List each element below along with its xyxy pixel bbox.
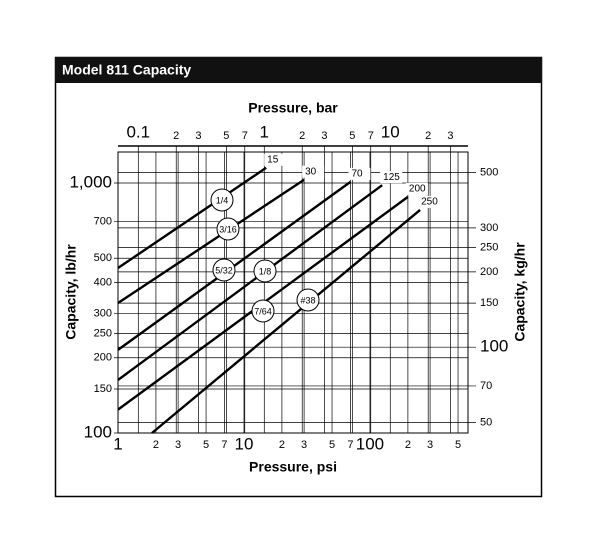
end-label-bg xyxy=(418,195,441,208)
y-tick-label: 1,000 xyxy=(69,172,112,191)
x2-tick-label: 5 xyxy=(223,130,229,142)
y2-tick-label: 250 xyxy=(480,242,498,254)
series-name: #38 xyxy=(300,295,315,305)
y2-tick-label: 200 xyxy=(480,266,498,278)
series-badge xyxy=(212,258,236,282)
x2-tick-label: 0.1 xyxy=(126,122,150,141)
y-axis-title: Capacity, lb/hr xyxy=(63,244,79,340)
y-tick-label: 300 xyxy=(94,308,112,320)
y2-tick-label: 500 xyxy=(480,166,498,178)
header-bar xyxy=(55,57,542,83)
y2-tick-label: 70 xyxy=(480,380,492,392)
end-label-bg xyxy=(348,167,371,180)
series-name: 5/32 xyxy=(215,265,233,275)
x-tick-label: 1 xyxy=(113,434,122,453)
series-line xyxy=(151,209,421,434)
series-badge xyxy=(251,299,275,323)
y-tick-label: 100 xyxy=(84,422,112,441)
x-tick-label: 5 xyxy=(203,439,209,451)
x-tick-label: 3 xyxy=(175,439,181,451)
x2-tick-label: 2 xyxy=(299,130,305,142)
end-label: 125 xyxy=(383,172,400,183)
y-tick-label: 700 xyxy=(94,216,112,228)
y-tick-label: 150 xyxy=(94,383,112,395)
x2-tick-label: 3 xyxy=(447,130,453,142)
x2-tick-label: 7 xyxy=(242,130,248,142)
x-tick-label: 100 xyxy=(356,434,384,453)
x2-tick-label: 1 xyxy=(260,122,269,141)
x2-tick-label: 2 xyxy=(173,130,179,142)
series-badge xyxy=(253,259,277,283)
x-tick-label: 2 xyxy=(279,439,285,451)
series-name: 1/8 xyxy=(259,266,272,276)
end-label: 15 xyxy=(267,154,279,165)
series-line xyxy=(117,178,305,305)
end-label: 250 xyxy=(421,197,438,208)
series-line xyxy=(117,166,267,269)
y-tick-label: 200 xyxy=(94,352,112,364)
x2-axis-title: Pressure, bar xyxy=(248,100,338,116)
end-label: 30 xyxy=(305,166,317,177)
series-badge xyxy=(210,188,234,212)
x-tick-label: 3 xyxy=(427,439,433,451)
header-title: Model 811 Capacity xyxy=(62,62,191,78)
x2-tick-label: 10 xyxy=(381,122,400,141)
plot-border xyxy=(117,151,469,434)
x-tick-label: 10 xyxy=(235,434,254,453)
x2-tick-label: 7 xyxy=(368,130,374,142)
end-label: 200 xyxy=(409,183,426,194)
x-tick-label: 5 xyxy=(455,439,461,451)
series-badge xyxy=(216,217,240,241)
y-tick-label: 250 xyxy=(94,327,112,339)
end-label: 70 xyxy=(351,169,363,180)
end-label-bg xyxy=(380,171,403,184)
end-label-bg xyxy=(405,182,428,195)
x-tick-label: 2 xyxy=(405,439,411,451)
series-name: 1/4 xyxy=(216,195,229,205)
x2-tick-label: 2 xyxy=(425,130,431,142)
x2-tick-label: 5 xyxy=(349,130,355,142)
x-tick-label: 2 xyxy=(153,439,159,451)
end-label-bg xyxy=(302,165,325,178)
x2-tick-label: 3 xyxy=(321,130,327,142)
y2-tick-label: 300 xyxy=(480,222,498,234)
y2-axis-title: Capacity, kg/hr xyxy=(512,242,528,342)
series-line xyxy=(117,184,383,381)
y-tick-label: 400 xyxy=(94,276,112,288)
y2-tick-label: 150 xyxy=(480,297,498,309)
series-badge xyxy=(296,288,320,312)
y-tick-label: 500 xyxy=(94,252,112,264)
end-label-bg xyxy=(264,153,287,166)
x-tick-label: 3 xyxy=(301,439,307,451)
x-axis-title: Pressure, psi xyxy=(249,459,337,475)
y2-tick-label: 50 xyxy=(480,416,492,428)
series-name: 7/64 xyxy=(254,306,272,316)
series-name: 3/16 xyxy=(219,224,237,234)
y2-tick-label: 100 xyxy=(480,337,508,356)
x-tick-label: 7 xyxy=(221,439,227,451)
x-tick-label: 7 xyxy=(347,439,353,451)
x-tick-label: 5 xyxy=(329,439,335,451)
x2-tick-label: 3 xyxy=(195,130,201,142)
